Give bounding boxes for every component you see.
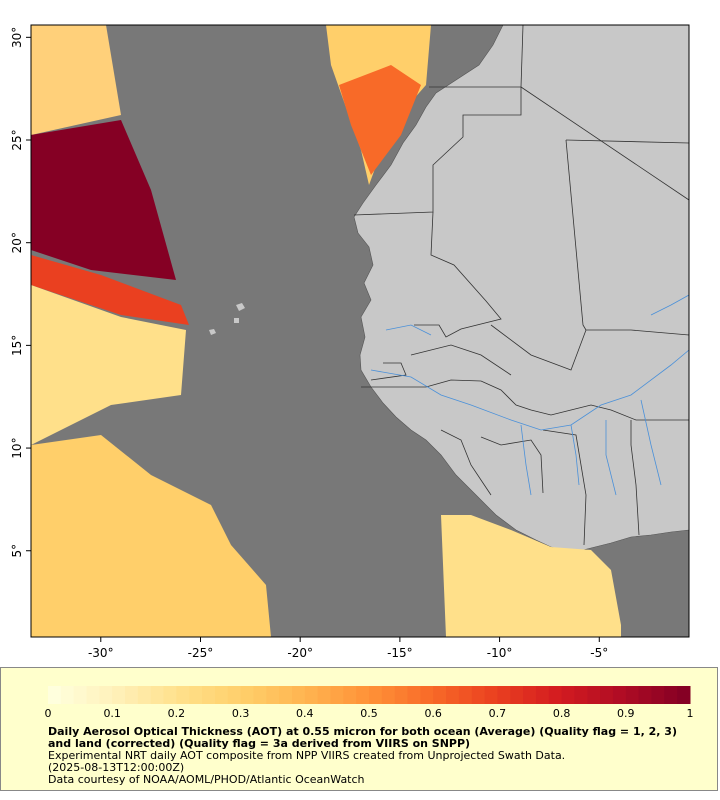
colorbar-tick-label: 0.8 (553, 707, 571, 720)
y-tick-label: 10° (10, 437, 24, 458)
colorbar-cell (214, 686, 229, 704)
legend-text: Daily Aerosol Optical Thickness (AOT) at… (48, 726, 688, 786)
colorbar-cell (574, 686, 588, 704)
x-tick-label: -5° (590, 646, 608, 660)
colorbar-cell (497, 686, 511, 704)
colorbar-cell (48, 686, 62, 704)
colorbar-cell (407, 686, 421, 704)
colorbar-cell (677, 686, 691, 704)
colorbar-cell (394, 686, 409, 704)
colorbar-tick-label: 0.7 (489, 707, 507, 720)
rivers (370, 294, 690, 496)
legend-title: Daily Aerosol Optical Thickness (AOT) at… (48, 725, 677, 750)
legend-description: Experimental NRT daily AOT composite fro… (48, 749, 566, 762)
colorbar-cells (48, 686, 691, 704)
colorbar-tick-label: 0.6 (424, 707, 442, 720)
x-tick-label: -30° (88, 646, 114, 660)
map-frame (30, 24, 690, 638)
colorbar-cell (317, 686, 331, 704)
colorbar-cell (612, 686, 627, 704)
colorbar-tick-label: 0.5 (360, 707, 378, 720)
colorbar-cell (420, 686, 434, 704)
colorbar-cell (304, 686, 319, 704)
colorbar-cell (240, 686, 254, 704)
colorbar-cell (99, 686, 113, 704)
colorbar-cell (664, 686, 678, 704)
map-canvas: -30° -25° -20° -15° -10° -5° 30° 25° 20° 15° 10° 5… (10, 24, 690, 660)
colorbar-cell (266, 686, 280, 704)
colorbar-cell (535, 686, 550, 704)
colorbar-tick-label: 0.4 (296, 707, 314, 720)
colorbar-cell (343, 686, 357, 704)
colorbar-cell (651, 686, 665, 704)
x-tick-label: -20° (287, 646, 313, 660)
colorbar-tick-label: 0 (45, 707, 52, 720)
x-tick-label: -10° (487, 646, 513, 660)
y-tick-label: 25° (10, 129, 24, 150)
colorbar-cell (189, 686, 203, 704)
colorbar-cell (381, 686, 396, 704)
colorbar-cell (433, 686, 447, 704)
colorbar-cell (330, 686, 344, 704)
aot-map: -30° -25° -20° -15° -10° -5° 30° 25° 20° 15° 10° 5… (10, 24, 690, 660)
colorbar-tick-label: 0.1 (103, 707, 121, 720)
colorbar-cell (279, 686, 293, 704)
x-tick-label: -25° (188, 646, 214, 660)
colorbar-cell (561, 686, 575, 704)
x-axis: -30° -25° -20° -15° -10° -5° (88, 637, 608, 660)
colorbar-cell (227, 686, 242, 704)
colorbar-cell (587, 686, 601, 704)
y-tick-label: 5° (10, 544, 24, 558)
colorbar-cell (73, 686, 88, 704)
colorbar-cell (176, 686, 190, 704)
legend-box: 0 0.1 0.2 0.3 0.4 0.5 0.6 0.7 0.8 0.9 1 Daily Aero… (0, 667, 718, 791)
colorbar-cell (163, 686, 177, 704)
colorbar-cell (112, 686, 126, 704)
colorbar-tick-label: 0.2 (168, 707, 186, 720)
island-cape-verde-2 (209, 329, 216, 335)
island-cape-verde-3 (234, 318, 239, 323)
colorbar-cell (60, 686, 75, 704)
colorbar-cell (471, 686, 486, 704)
colorbar-cell (356, 686, 370, 704)
colorbar-cell (510, 686, 524, 704)
colorbar-cell (446, 686, 460, 704)
colorbar-tick-label: 1 (687, 707, 694, 720)
colorbar-cell (458, 686, 473, 704)
colorbar-tick-label: 0.3 (232, 707, 250, 720)
colorbar: 0 0.1 0.2 0.3 0.4 0.5 0.6 0.7 0.8 0.9 1 (45, 686, 694, 720)
colorbar-ticks: 0 0.1 0.2 0.3 0.4 0.5 0.6 0.7 0.8 0.9 1 (45, 707, 694, 720)
colorbar-cell (150, 686, 165, 704)
aot-swath-north (326, 25, 431, 185)
colorbar-cell (548, 686, 563, 704)
y-axis: 30° 25° 20° 15° 10° 5° (10, 27, 31, 558)
legend-date: (2025-08-13T12:00:00Z) (48, 761, 185, 774)
colorbar-cell (137, 686, 152, 704)
colorbar-cell (638, 686, 652, 704)
colorbar-cell (86, 686, 100, 704)
colorbar-cell (625, 686, 640, 704)
colorbar-cell (484, 686, 498, 704)
y-tick-label: 15° (10, 335, 24, 356)
colorbar-tick-label: 0.9 (617, 707, 635, 720)
aot-swath-west (31, 25, 271, 637)
country-borders (353, 24, 690, 546)
y-tick-label: 30° (10, 27, 24, 48)
colorbar-cell (369, 686, 383, 704)
legend-credit: Data courtesy of NOAA/AOML/PHOD/Atlantic… (48, 773, 365, 786)
y-tick-label: 20° (10, 232, 24, 253)
colorbar-cell (600, 686, 614, 704)
colorbar-cell (125, 686, 139, 704)
colorbar-cell (523, 686, 537, 704)
colorbar-cell (253, 686, 267, 704)
island-cape-verde-1 (236, 303, 245, 311)
colorbar-cell (291, 686, 306, 704)
x-tick-label: -15° (387, 646, 413, 660)
aot-swath-south (441, 515, 621, 637)
colorbar-cell (202, 686, 216, 704)
